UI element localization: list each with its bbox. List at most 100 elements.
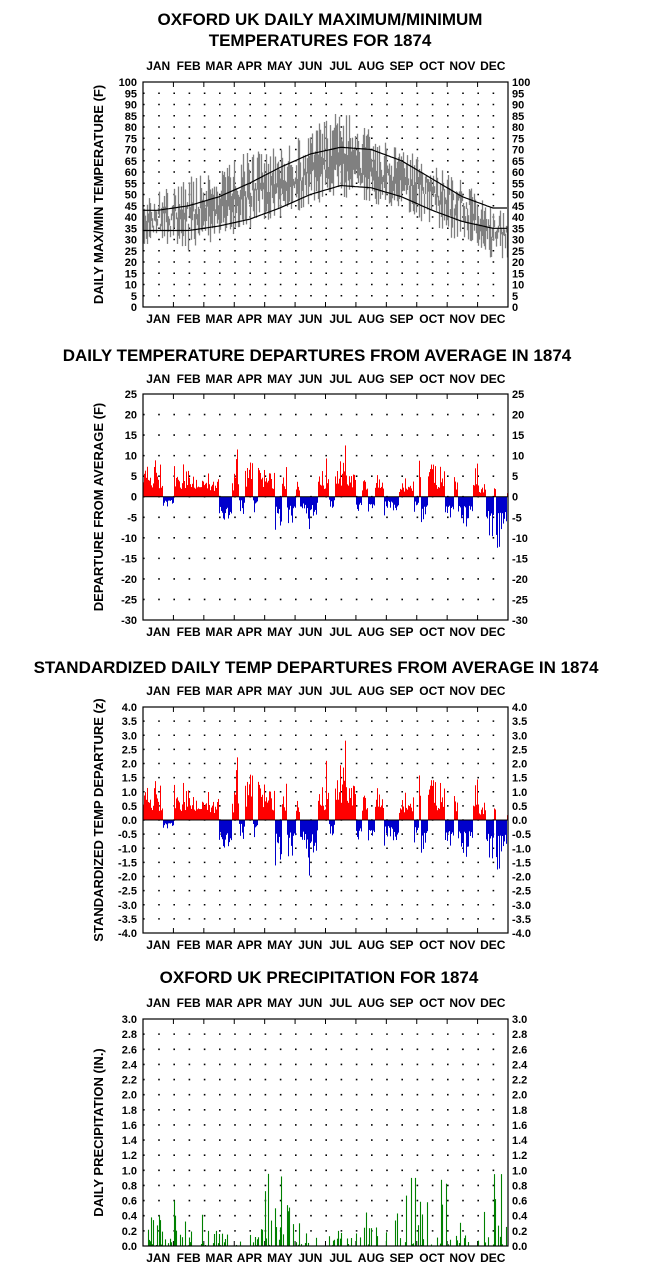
departure-bar xyxy=(293,496,294,509)
departure-bar xyxy=(155,460,156,497)
departures-month-label-bottom: MAR xyxy=(205,625,233,639)
precip-y-tick-right: 1.6 xyxy=(512,1120,527,1132)
departure-bar xyxy=(220,496,221,507)
departure-bar xyxy=(360,496,361,503)
departure-bar xyxy=(411,807,412,820)
departure-bar xyxy=(168,496,169,501)
maxmin-month-label-bottom: MAY xyxy=(267,312,293,326)
departure-bar xyxy=(376,799,377,820)
departure-bar xyxy=(482,487,483,497)
departure-bar xyxy=(267,802,268,820)
standardized-y-tick-right: 1.5 xyxy=(512,773,527,785)
departure-bar xyxy=(378,487,379,497)
departure-bar xyxy=(182,483,183,497)
departure-bar xyxy=(237,449,238,497)
departure-bar xyxy=(173,496,174,503)
departure-bar xyxy=(282,804,283,820)
departure-bar xyxy=(444,788,445,820)
departure-bar xyxy=(257,820,258,826)
maxmin-y-tick-right: 95 xyxy=(512,88,524,100)
departure-bar xyxy=(361,820,362,832)
departure-bar xyxy=(469,496,470,506)
precip-month-label-top: DEC xyxy=(480,996,506,1010)
departure-bar xyxy=(370,820,371,831)
maxmin-y-tick-right: 85 xyxy=(512,111,524,123)
precip-y-tick-left: 0.4 xyxy=(122,1211,138,1223)
departure-bar xyxy=(408,486,409,497)
departure-bar xyxy=(165,820,166,824)
departure-bar xyxy=(488,496,489,512)
standardized-y-tick-left: 3.5 xyxy=(122,716,137,728)
departure-bar xyxy=(402,483,403,497)
departure-bar xyxy=(268,480,269,497)
departure-bar xyxy=(193,476,194,497)
departure-bar xyxy=(376,482,377,497)
departures-y-tick-right: -15 xyxy=(512,553,528,565)
precip-y-tick-left: 0.2 xyxy=(122,1226,137,1238)
departure-bar xyxy=(470,820,471,837)
maxmin-y-tick-left: 95 xyxy=(125,88,137,100)
departure-bar xyxy=(460,496,461,508)
departure-bar xyxy=(282,483,283,497)
departure-bar xyxy=(340,461,341,497)
departure-bar xyxy=(324,810,325,820)
departures-month-label-top: SEP xyxy=(390,372,414,386)
departure-bar xyxy=(285,810,286,820)
departure-bar xyxy=(211,486,212,497)
departure-bar xyxy=(356,496,357,505)
standardized-y-tick-left: -3.5 xyxy=(118,914,137,926)
departure-bar xyxy=(294,820,295,834)
departure-bar xyxy=(454,477,455,497)
departure-bar xyxy=(180,487,181,497)
standardized-month-label-top: FEB xyxy=(177,684,201,698)
departure-bar xyxy=(503,496,504,524)
departure-bar xyxy=(476,484,477,497)
departure-bar xyxy=(328,792,329,820)
departure-bar xyxy=(224,820,225,848)
departure-bar xyxy=(307,820,308,840)
maxmin-month-label-top: AUG xyxy=(358,59,385,73)
departure-bar xyxy=(234,792,235,820)
departure-bar xyxy=(184,481,185,497)
departure-bar xyxy=(495,489,496,497)
standardized-y-tick-right: 3.5 xyxy=(512,716,527,728)
departure-bar xyxy=(167,496,168,507)
departure-bar xyxy=(360,820,361,829)
departure-bar xyxy=(452,496,453,507)
departure-bar xyxy=(427,820,428,832)
precip-y-tick-right: 2.8 xyxy=(512,1029,527,1041)
departures-chart-title: DAILY TEMPERATURE DEPARTURES FROM AVERAG… xyxy=(63,346,572,365)
departure-bar xyxy=(263,486,264,497)
standardized-y-tick-right: -1.5 xyxy=(512,857,531,869)
departure-bar xyxy=(236,770,237,820)
departure-bar xyxy=(455,801,456,820)
departure-bar xyxy=(426,820,427,833)
departure-bar xyxy=(158,801,159,820)
precip-y-tick-right: 2.4 xyxy=(512,1059,528,1071)
departure-bar xyxy=(152,487,153,497)
departure-bar xyxy=(363,481,364,497)
departure-bar xyxy=(155,781,156,820)
precip-y-tick-left: 0.6 xyxy=(122,1196,137,1208)
maxmin-y-tick-right: 65 xyxy=(512,156,524,168)
departures-month-label-bottom: MAY xyxy=(267,625,293,639)
departure-bar xyxy=(435,466,436,497)
precip-y-axis-title: DAILY PRECIPITATION (IN.) xyxy=(91,1048,106,1217)
standardized-y-tick-right: 2.0 xyxy=(512,759,527,771)
precip-month-label-bottom: JUN xyxy=(298,1251,322,1265)
departure-bar xyxy=(170,496,171,501)
departure-bar xyxy=(203,481,204,497)
departure-bar xyxy=(482,807,483,820)
standardized-month-label-top: MAY xyxy=(267,684,293,698)
departure-bar xyxy=(461,496,462,519)
precip-y-tick-left: 1.4 xyxy=(122,1135,138,1147)
normal-max-line xyxy=(143,146,507,211)
departure-bar xyxy=(470,496,471,510)
maxmin-y-tick-right: 30 xyxy=(512,235,524,247)
maxmin-month-label-bottom: SEP xyxy=(390,312,414,326)
standardized-y-tick-right: -2.0 xyxy=(512,872,531,884)
standardized-y-tick-right: -0.5 xyxy=(512,829,531,841)
departure-bar xyxy=(193,797,194,820)
departure-bar xyxy=(458,496,459,512)
departure-bar xyxy=(239,820,240,824)
